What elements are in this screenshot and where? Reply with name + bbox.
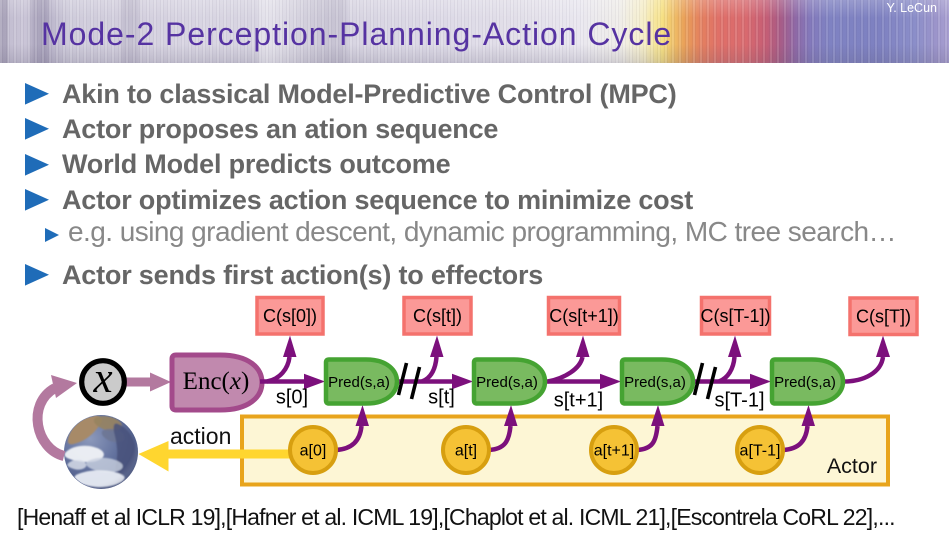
- svg-text:C(s[T-1]): C(s[T-1]): [701, 306, 771, 326]
- svg-text:x: x: [92, 355, 112, 402]
- svg-text:action: action: [170, 423, 231, 449]
- svg-text:C(s[t]): C(s[t]): [413, 306, 462, 326]
- svg-text:a[t]: a[t]: [455, 443, 477, 460]
- svg-text:Pred(s,a): Pred(s,a): [476, 374, 538, 391]
- svg-text:Enc(x): Enc(x): [183, 368, 250, 395]
- svg-text:Pred(s,a): Pred(s,a): [328, 374, 390, 391]
- svg-text:Pred(s,a): Pred(s,a): [624, 374, 686, 391]
- svg-text:a[T-1]: a[T-1]: [740, 443, 781, 460]
- svg-text:s[t+1]: s[t+1]: [554, 390, 603, 412]
- svg-text:C(s[T]): C(s[T]): [856, 307, 911, 327]
- svg-text:s[t]: s[t]: [428, 387, 455, 409]
- svg-text:Pred(s,a): Pred(s,a): [774, 374, 836, 391]
- svg-text:C(s[t+1]): C(s[t+1]): [549, 306, 619, 326]
- svg-text:s[T-1]: s[T-1]: [714, 390, 764, 412]
- svg-text:a[0]: a[0]: [300, 443, 327, 460]
- svg-text:s[0]: s[0]: [276, 387, 308, 409]
- svg-text:Actor: Actor: [827, 454, 877, 478]
- svg-text:C(s[0]): C(s[0]): [263, 306, 317, 326]
- svg-text:a[t+1]: a[t+1]: [594, 443, 634, 460]
